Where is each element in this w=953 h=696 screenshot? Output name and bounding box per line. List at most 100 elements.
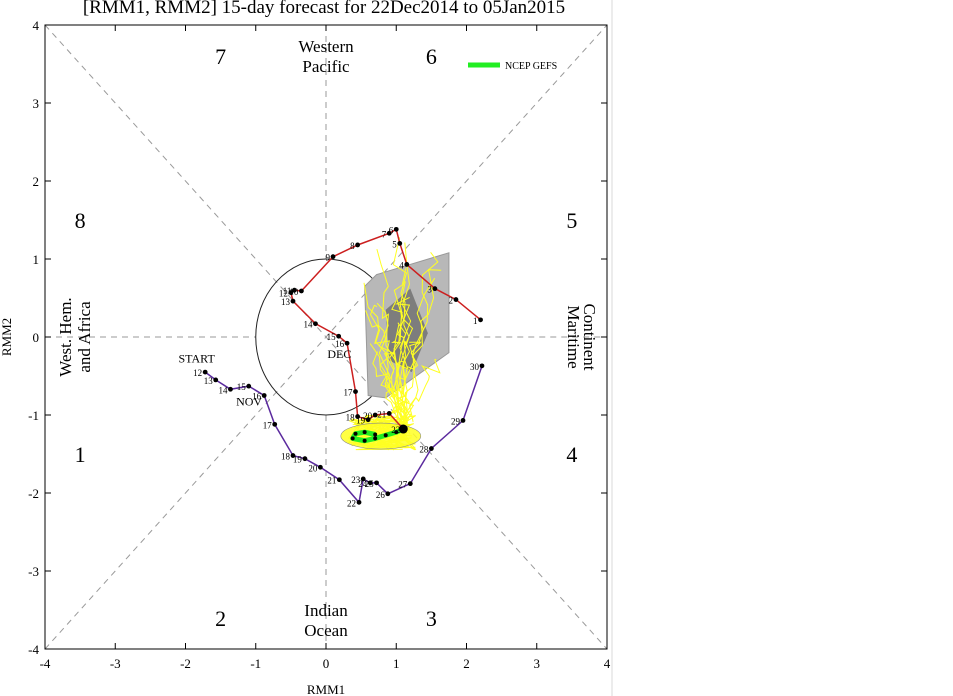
day-label: 19 — [356, 416, 366, 426]
nov-label: NOV — [236, 395, 262, 409]
region-label-right: Maritime — [564, 305, 583, 368]
series-point — [460, 418, 466, 423]
y-tick-label: 4 — [33, 18, 40, 33]
ensemble-mean-point — [350, 436, 355, 441]
phase-number: 6 — [426, 44, 437, 69]
day-label: 13 — [281, 297, 291, 307]
day-label: 22 — [391, 425, 400, 435]
series-point — [290, 298, 296, 304]
series-point — [272, 421, 278, 427]
day-label: 15 — [327, 332, 337, 342]
x-tick-label: 1 — [393, 656, 400, 671]
diagonal-line — [44, 24, 608, 650]
y-tick-label: -2 — [28, 486, 39, 501]
forecast-start-point — [398, 424, 408, 434]
series-point — [355, 242, 361, 248]
region-label-top: Pacific — [302, 57, 350, 76]
phase-number: 4 — [566, 442, 577, 467]
day-label: 13 — [204, 376, 214, 386]
ensemble-mean-point — [383, 433, 388, 438]
x-tick-label: -4 — [40, 656, 51, 671]
series-point — [365, 417, 371, 423]
dec-label: DEC — [327, 347, 351, 361]
day-label: 22 — [347, 498, 356, 508]
day-label: 1 — [473, 316, 478, 326]
series-point — [428, 446, 434, 451]
day-label: 29 — [451, 416, 461, 426]
day-label: 23 — [351, 475, 361, 485]
y-tick-label: 0 — [33, 330, 40, 345]
ensemble-member-line — [372, 351, 409, 420]
series-point — [386, 230, 392, 236]
ensemble-member-line — [393, 268, 407, 421]
series-point — [385, 491, 391, 497]
day-label: 11 — [283, 286, 292, 296]
day-label: 19 — [293, 455, 303, 465]
legend: NCEP GEFS — [468, 61, 557, 72]
series-point — [317, 464, 323, 470]
day-label: 4 — [399, 260, 404, 270]
region-label-bottom: Indian — [304, 601, 348, 620]
series-point — [330, 254, 336, 260]
region-label-top: Western — [298, 37, 354, 56]
series-point — [360, 476, 366, 482]
panel-divider — [611, 0, 613, 696]
day-label: 5 — [392, 239, 397, 249]
ensemble-member-line — [389, 324, 404, 436]
phase-number: 8 — [75, 208, 86, 233]
day-label: 25 — [365, 479, 375, 489]
day-label: 21 — [327, 476, 336, 486]
day-label: 16 — [335, 339, 345, 349]
day-label: 12 — [193, 368, 202, 378]
series-point — [228, 386, 233, 392]
series-point — [372, 412, 378, 418]
series-point — [336, 477, 342, 483]
ensemble-member-line — [396, 242, 412, 432]
phase-number: 5 — [566, 208, 577, 233]
day-label: 18 — [346, 413, 356, 423]
ensemble-member-line — [401, 252, 439, 421]
region-label-left: and Africa — [75, 301, 94, 373]
series-point — [355, 414, 361, 419]
day-label: 17 — [263, 420, 273, 430]
ensemble-mean-point — [394, 430, 399, 435]
region-label-left: West. Hem. — [56, 297, 75, 376]
ensemble-member-line — [399, 358, 441, 433]
ensemble-mean-point — [362, 438, 367, 443]
day-label: 8 — [350, 241, 355, 251]
day-label: 21 — [377, 409, 386, 419]
series-point — [404, 262, 410, 267]
x-tick-label: 4 — [604, 656, 611, 671]
series-point — [344, 340, 350, 346]
series-point — [407, 481, 413, 487]
start-label: START — [178, 352, 215, 366]
day-label: 20 — [308, 463, 318, 473]
series-point — [202, 369, 208, 375]
y-tick-label: -4 — [28, 642, 39, 657]
day-label: 14 — [218, 385, 228, 395]
phase-number: 7 — [215, 44, 226, 69]
ensemble-member-line — [369, 304, 406, 435]
series-point — [397, 241, 403, 246]
series-point — [299, 288, 304, 294]
region-label-bottom: Ocean — [304, 621, 348, 640]
ensemble-member-line — [395, 322, 411, 431]
day-label: 16 — [252, 392, 262, 402]
series-point — [213, 377, 219, 383]
series-point — [453, 297, 459, 302]
ensemble-mean-point — [373, 432, 378, 437]
day-label: 18 — [281, 452, 291, 462]
ensemble-member-line — [363, 282, 408, 426]
day-label: 27 — [398, 480, 408, 490]
series-point — [386, 411, 392, 416]
day-label: 20 — [363, 411, 373, 421]
x-tick-label: 2 — [463, 656, 470, 671]
y-tick-label: -3 — [28, 564, 39, 579]
series-point — [374, 480, 379, 486]
ensemble-mean-point — [373, 436, 378, 441]
series-point — [432, 286, 438, 292]
day-label: 12 — [279, 289, 288, 299]
series-point — [313, 321, 318, 327]
day-label: 17 — [344, 388, 354, 398]
x-tick-label: -2 — [180, 656, 191, 671]
